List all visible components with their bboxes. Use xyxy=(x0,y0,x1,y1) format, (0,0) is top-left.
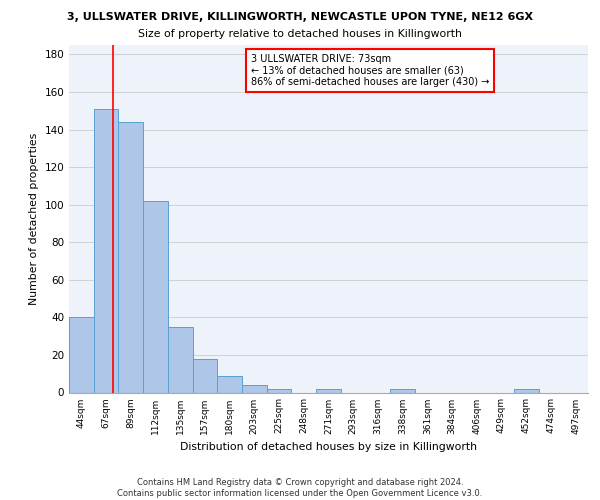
Bar xyxy=(143,201,168,392)
Bar xyxy=(316,388,341,392)
Bar xyxy=(217,376,242,392)
Text: 3 ULLSWATER DRIVE: 73sqm
← 13% of detached houses are smaller (63)
86% of semi-d: 3 ULLSWATER DRIVE: 73sqm ← 13% of detach… xyxy=(251,54,489,87)
Bar xyxy=(193,358,217,392)
Bar xyxy=(267,388,292,392)
Bar xyxy=(118,122,143,392)
Text: Size of property relative to detached houses in Killingworth: Size of property relative to detached ho… xyxy=(138,29,462,39)
Text: 3, ULLSWATER DRIVE, KILLINGWORTH, NEWCASTLE UPON TYNE, NE12 6GX: 3, ULLSWATER DRIVE, KILLINGWORTH, NEWCAS… xyxy=(67,12,533,22)
Bar xyxy=(242,385,267,392)
Bar xyxy=(168,327,193,392)
Bar xyxy=(94,109,118,393)
Bar xyxy=(69,318,94,392)
Text: Contains HM Land Registry data © Crown copyright and database right 2024.
Contai: Contains HM Land Registry data © Crown c… xyxy=(118,478,482,498)
X-axis label: Distribution of detached houses by size in Killingworth: Distribution of detached houses by size … xyxy=(180,442,477,452)
Bar xyxy=(390,388,415,392)
Y-axis label: Number of detached properties: Number of detached properties xyxy=(29,132,39,305)
Bar xyxy=(514,388,539,392)
